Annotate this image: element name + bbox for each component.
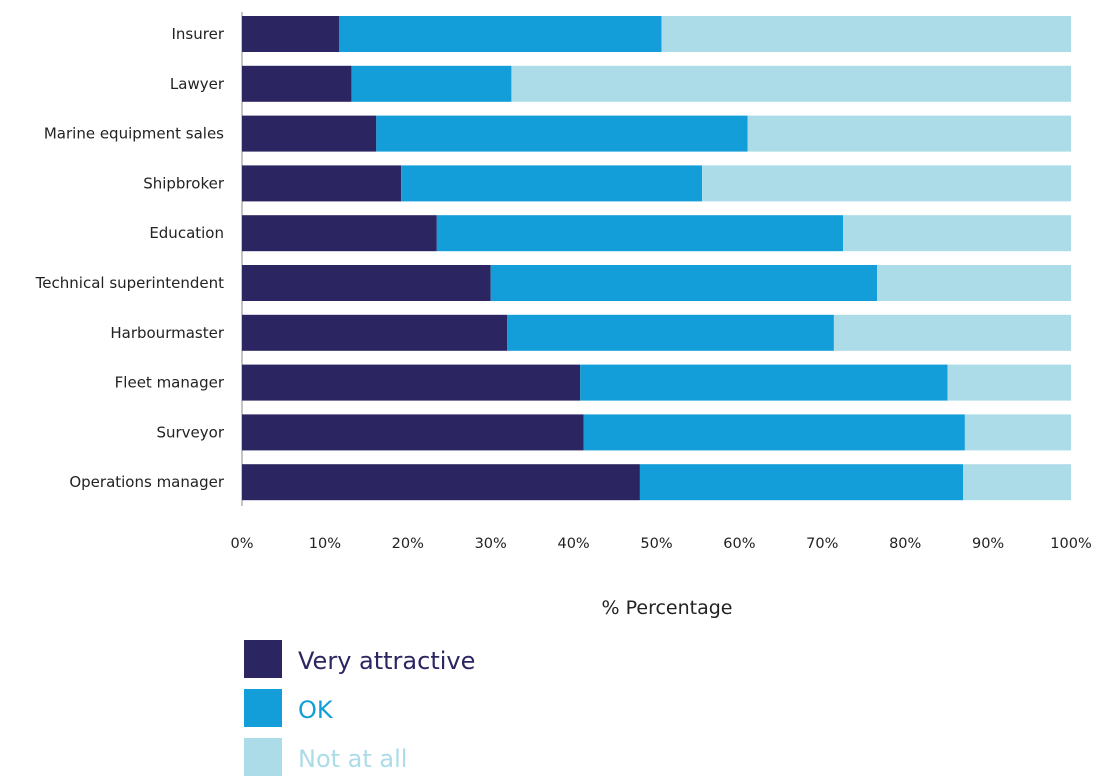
category-label: Harbourmaster [110,324,224,342]
x-tick-label: 80% [889,536,921,552]
category-labels: Insurer Lawyer Marine equipment sales Shipb… [35,25,225,491]
bar-segment-not-at-all [947,364,1071,401]
bar-segment-not-at-all [843,215,1071,252]
bar-segment-very-attractive [242,364,581,401]
x-tick-label: 50% [640,536,672,552]
bar-segment-very-attractive [242,215,437,252]
bar-segment-not-at-all [747,115,1071,152]
bar-segment-ok [338,16,662,52]
legend: Very attractive OK Not at all [244,640,475,776]
legend-swatch [244,689,282,727]
x-tick-label: 40% [557,536,589,552]
x-tick-label: 70% [806,536,838,552]
bar-segment-not-at-all [511,65,1071,102]
bar-segment-not-at-all [963,464,1071,501]
x-tick-label: 60% [723,536,755,552]
x-tick-label: 10% [309,536,341,552]
bar-segment-very-attractive [242,115,377,152]
legend-label: OK [298,696,334,724]
category-label: Lawyer [170,75,225,93]
bar-segment-ok [583,414,965,451]
category-label: Technical superintendent [35,274,224,292]
category-label: Fleet manager [115,374,225,392]
bar-segment-ok [639,464,964,501]
bar-segment-ok [580,364,948,401]
bar-segment-ok [376,115,748,152]
x-tick-label: 90% [972,536,1004,552]
bar-segment-ok [507,314,834,351]
legend-swatch [244,738,282,776]
bar-segment-not-at-all [964,414,1071,451]
category-label: Operations manager [69,473,224,491]
bar-segment-not-at-all [702,165,1071,202]
bar-segment-not-at-all [833,314,1071,351]
bar-segment-ok [490,265,878,301]
bar-segment-ok [436,215,844,252]
x-axis-title: % Percentage [602,597,733,619]
bar-segment-very-attractive [242,265,491,301]
bar-segment-not-at-all [877,265,1071,301]
bar-segment-not-at-all [661,16,1071,52]
bar-segment-very-attractive [242,464,640,501]
category-label: Insurer [172,25,225,43]
x-tick-label: 0% [230,536,253,552]
category-label: Marine equipment sales [44,125,224,143]
bars-group [242,16,1071,501]
x-tick-label: 20% [392,536,424,552]
category-label: Surveyor [156,423,224,441]
bar-segment-very-attractive [242,414,584,451]
x-axis-ticks: 0% 10% 20% 30% 40% 50% 60% 70% 80% 90% 100% [230,536,1091,552]
bar-segment-ok [351,65,512,102]
category-label: Shipbroker [143,174,225,192]
bar-segment-ok [401,165,703,202]
legend-swatch [244,640,282,678]
bar-segment-very-attractive [242,16,339,52]
x-tick-label: 30% [475,536,507,552]
legend-label: Not at all [298,745,407,773]
x-tick-label: 100% [1050,536,1091,552]
bar-segment-very-attractive [242,65,352,102]
bar-segment-very-attractive [242,314,508,351]
bar-segment-very-attractive [242,165,402,202]
legend-label: Very attractive [298,647,475,675]
category-label: Education [149,224,224,242]
